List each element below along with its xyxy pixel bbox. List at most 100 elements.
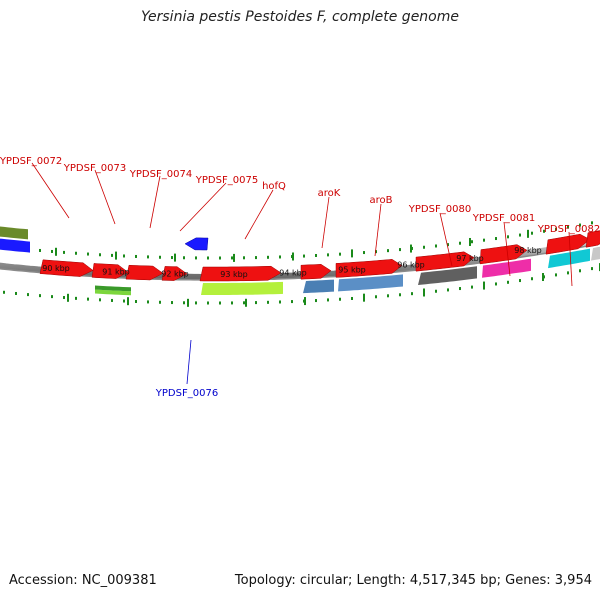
gene-label-6: aroB	[370, 195, 393, 206]
outer-dot	[123, 299, 125, 303]
inner-dot	[135, 254, 137, 258]
inner-dot	[159, 255, 161, 259]
callout-line-4	[244, 189, 274, 240]
outer-dot	[243, 301, 245, 305]
gene-block-2	[201, 281, 283, 295]
inner-dot	[243, 256, 245, 260]
outer-dot	[87, 297, 89, 301]
gene-label-8: YPDSF_0081	[472, 213, 535, 224]
outer-dot	[99, 298, 101, 302]
outer-major-tick-7	[483, 281, 485, 290]
inner-dot	[111, 253, 113, 257]
outer-dot	[507, 280, 509, 284]
outer-major-tick-6	[423, 288, 425, 297]
callout-line-0	[31, 162, 70, 219]
outer-dot	[447, 288, 449, 292]
gene-block-9	[0, 238, 30, 253]
outer-dot	[63, 296, 65, 300]
inner-dot	[219, 256, 221, 260]
inner-dot	[195, 256, 197, 260]
callout-line-6	[374, 203, 382, 257]
cds-arrow-1	[91, 263, 129, 279]
inner-dot	[183, 256, 185, 260]
outer-major-tick-2	[187, 298, 189, 307]
gene-label-10: YPDSF_0076	[155, 388, 218, 399]
inner-dot	[375, 250, 377, 254]
inner-dot	[147, 255, 149, 259]
cds-arrow-5	[300, 264, 332, 280]
inner-dot	[99, 253, 101, 257]
tick-label-6: 96 kbp	[397, 261, 425, 270]
tick-label-1: 91 kbp	[102, 268, 130, 277]
inner-dot	[51, 249, 53, 253]
outer-dot	[75, 296, 77, 300]
map-title: Yersinia pestis Pestoides F, complete ge…	[141, 9, 459, 25]
outer-dot	[27, 293, 29, 297]
outer-dot	[435, 289, 437, 293]
tick-label-4: 94 kbp	[279, 269, 307, 278]
inner-major-tick-3	[233, 253, 235, 262]
outer-dot	[147, 300, 149, 304]
outer-dot	[15, 291, 17, 295]
outer-dot	[231, 301, 233, 305]
inner-dot	[207, 256, 209, 260]
tick-label-2: 92 kbp	[161, 270, 189, 279]
gene-label-4: hofQ	[262, 181, 286, 192]
cds-arrow-2	[125, 264, 164, 281]
cds-arrow-3	[161, 266, 188, 281]
outer-dot	[519, 279, 521, 283]
outer-dot	[555, 273, 557, 277]
outer-dot	[3, 290, 5, 294]
callout-line-1	[94, 169, 116, 225]
callout-line-8	[503, 221, 511, 277]
inner-major-tick-8	[527, 229, 529, 238]
outer-dot	[471, 285, 473, 289]
outer-dot	[399, 293, 401, 297]
outer-dot	[351, 296, 353, 300]
outer-dot	[591, 267, 593, 271]
gene-label-3: YPDSF_0075	[195, 175, 258, 186]
reverse-gene-arrow	[184, 237, 209, 251]
outer-dot	[195, 301, 197, 305]
tick-label-0: 90 kbp	[42, 264, 70, 273]
inner-major-tick-1	[115, 251, 117, 260]
inner-dot	[327, 253, 329, 257]
inner-major-tick-0	[55, 247, 57, 256]
outer-dot	[267, 300, 269, 304]
gene-label-5: aroK	[318, 188, 341, 199]
inner-major-tick-2	[174, 253, 176, 262]
inner-dot	[279, 255, 281, 259]
outer-dot	[135, 300, 137, 304]
inner-dot	[75, 251, 77, 255]
tick-label-5: 95 kbp	[338, 265, 366, 274]
outer-dot	[339, 297, 341, 301]
outer-dot	[39, 294, 41, 298]
outer-dot	[255, 301, 257, 305]
gene-label-1: YPDSF_0073	[63, 163, 126, 174]
inner-dot	[123, 254, 125, 258]
inner-dot	[519, 233, 521, 237]
inner-dot	[435, 244, 437, 248]
inner-dot	[543, 229, 545, 233]
inner-major-tick-4	[292, 252, 294, 261]
gene-label-9: YPDSF_0082	[537, 224, 600, 235]
gene-block-1	[95, 285, 131, 292]
inner-dot	[363, 251, 365, 255]
outer-major-tick-3	[245, 298, 247, 307]
cds-arrow-8	[479, 244, 528, 265]
inner-dot	[471, 240, 473, 244]
cds-arrow-10	[585, 230, 600, 248]
outer-dot	[495, 282, 497, 286]
tick-label-7: 97 kbp	[456, 254, 484, 263]
outer-dot	[279, 300, 281, 304]
inner-dot	[591, 221, 593, 225]
outer-dot	[159, 300, 161, 304]
outer-dot	[207, 301, 209, 305]
callout-line-9	[568, 231, 573, 287]
tick-label-3: 93 kbp	[220, 270, 248, 279]
cds-arrow-7	[415, 251, 475, 272]
outer-dot	[411, 292, 413, 296]
outer-major-tick-0	[67, 293, 69, 302]
gene-block-8	[591, 246, 600, 261]
